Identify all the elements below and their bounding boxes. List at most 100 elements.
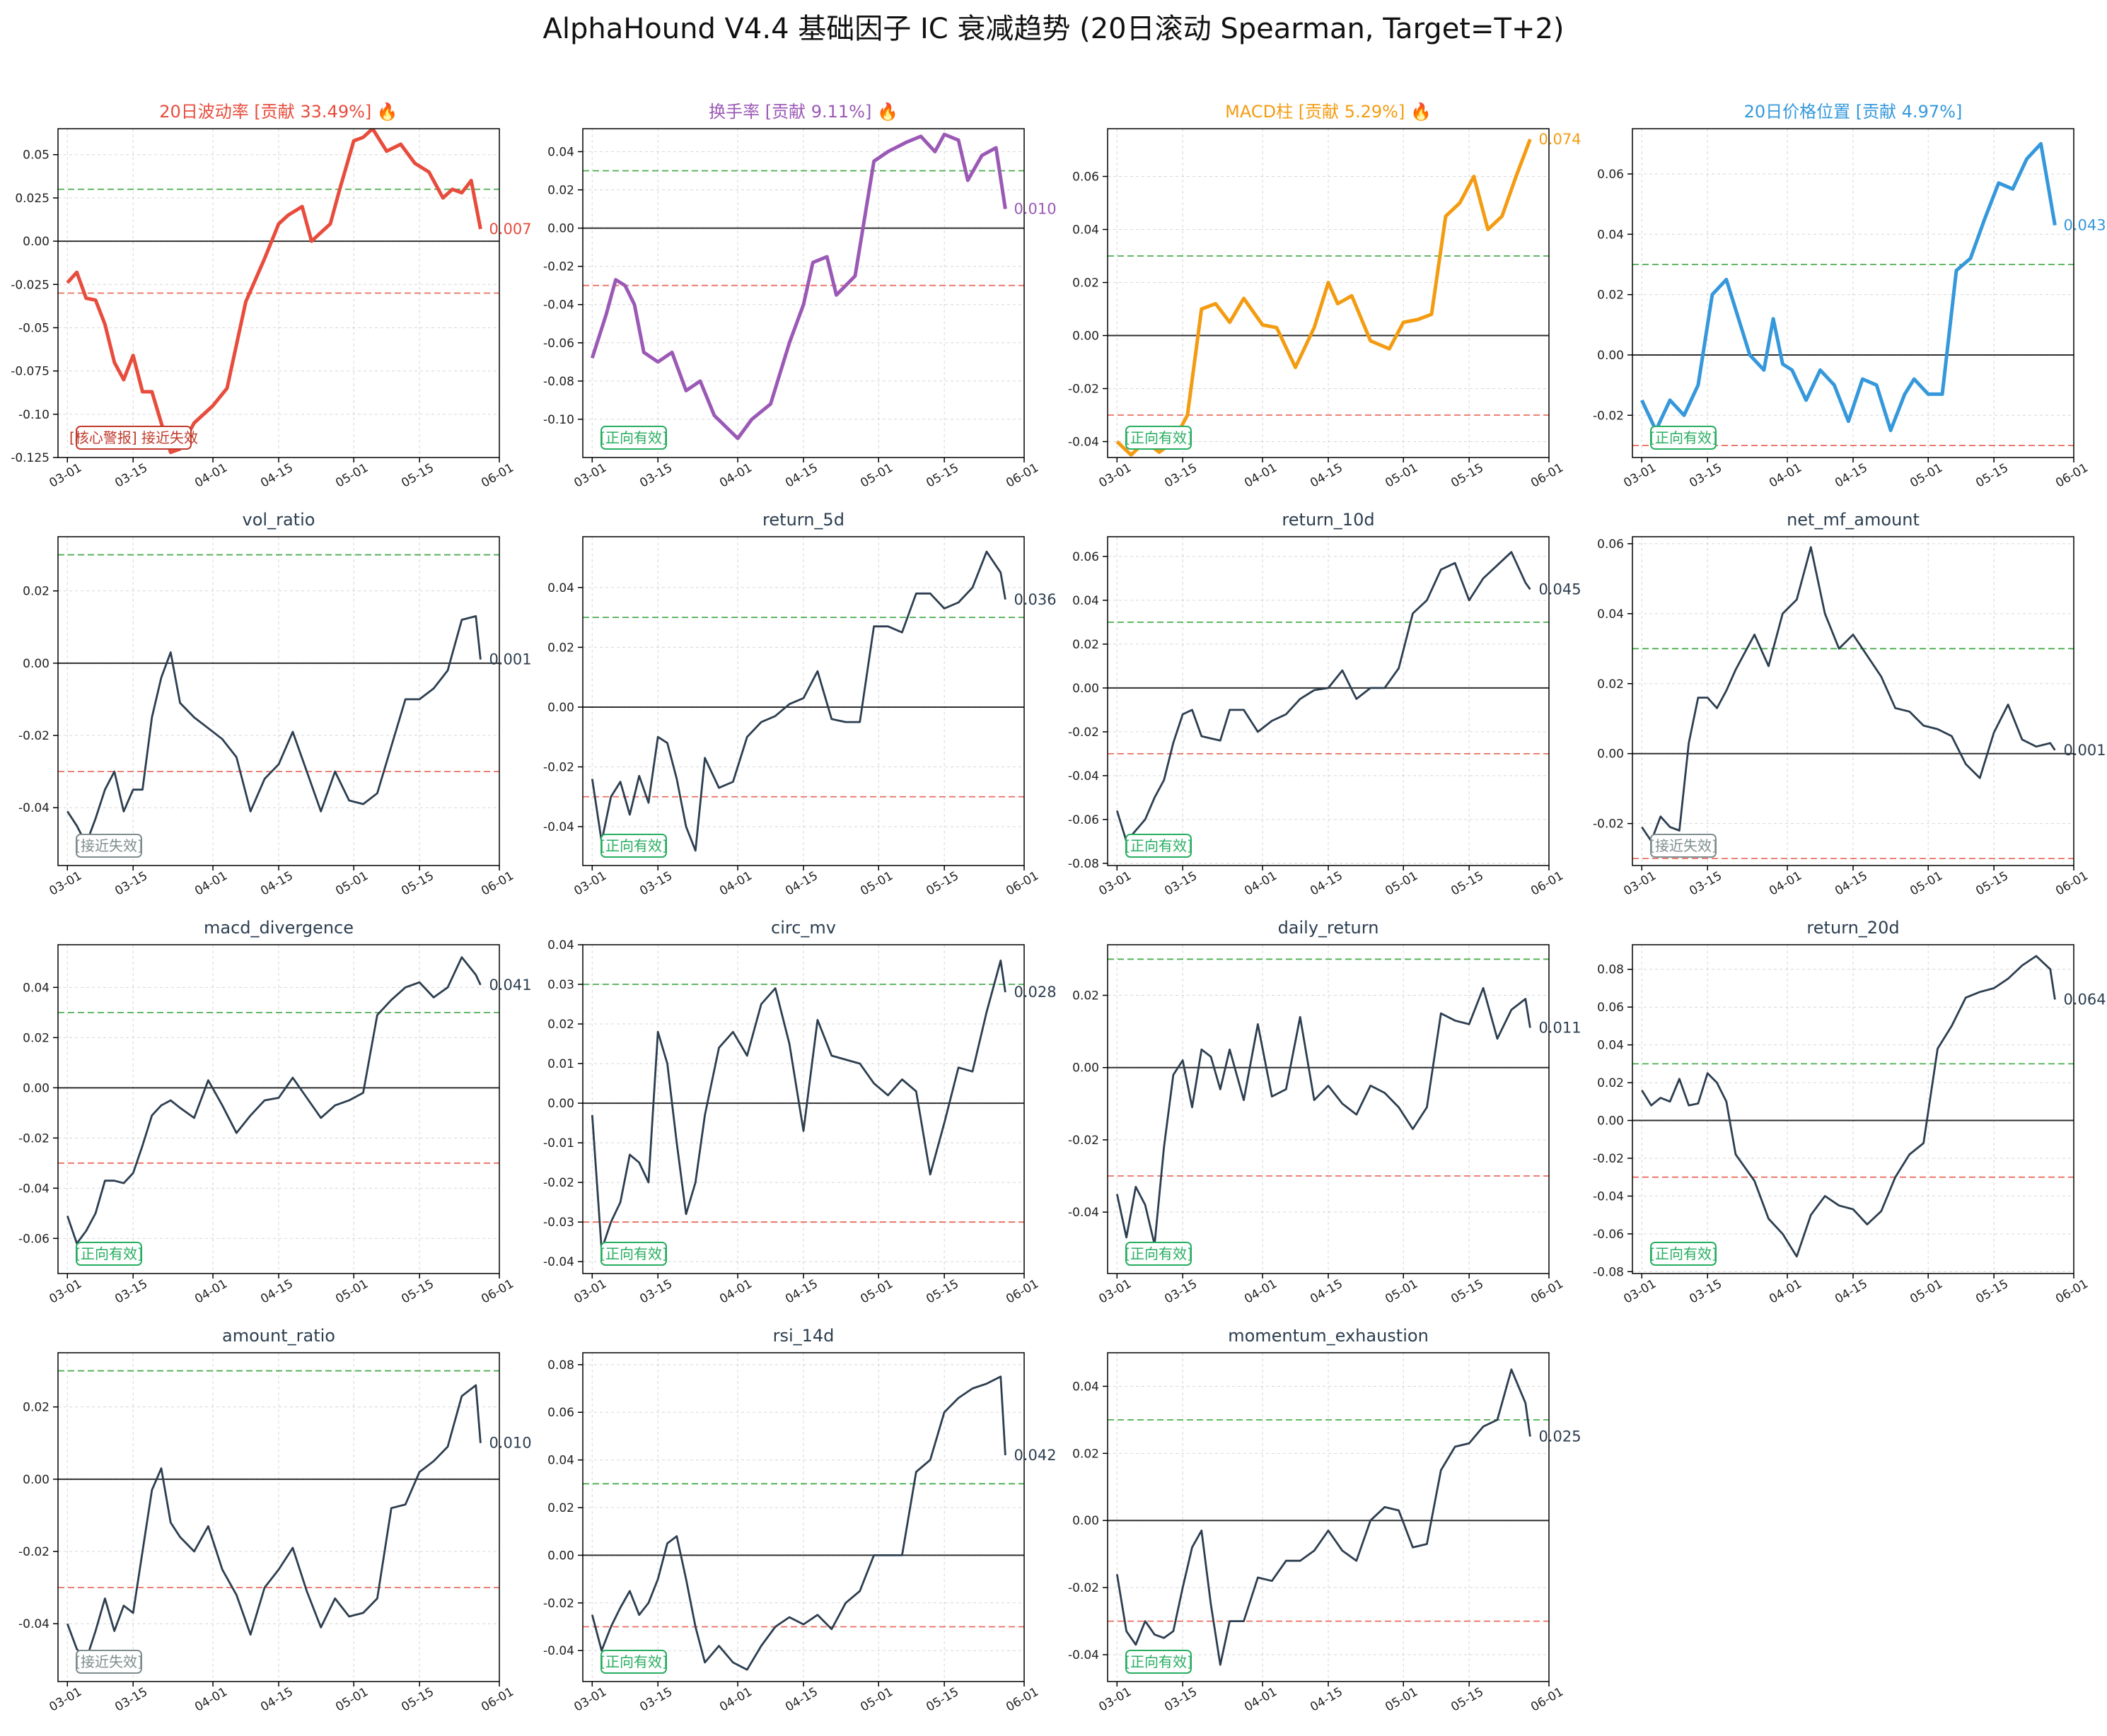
y-tick-label: 0.06	[1072, 550, 1099, 564]
grid	[583, 129, 1025, 458]
status-badge	[600, 1650, 667, 1674]
y-tick-label: 0.00	[23, 657, 50, 671]
grid	[1632, 537, 2074, 866]
factor-panel: -0.04 -0.02 0.00 0.02 03-01 03-15 04-01 04-15 05…	[18, 1326, 532, 1715]
factor-panel: -0.04 -0.03 -0.02 -0.01 0.00 0.01 0.02 0.03 0.04…	[543, 918, 1057, 1307]
status-badge-text: [接近失效]	[75, 1653, 143, 1670]
status-badge	[76, 1242, 142, 1266]
x-tick-label: 05-15	[924, 869, 961, 899]
y-tick-label: -0.04	[543, 298, 574, 313]
factor-panel: -0.06 -0.04 -0.02 0.00 0.02 0.04 03-01 03-15 04-…	[18, 918, 532, 1307]
x-tick-label: 06-01	[1528, 1277, 1566, 1307]
x-tick-label: 05-01	[1908, 461, 1945, 491]
y-tick-label: 0.00	[1072, 330, 1099, 344]
y-tick-label: -0.04	[18, 1182, 50, 1196]
x-tick-label: 03-15	[637, 1277, 675, 1307]
x-tick-label: 03-15	[112, 461, 150, 491]
y-tick-label: 0.02	[547, 1018, 574, 1032]
x-tick-label: 05-15	[1449, 461, 1486, 491]
y-tick-label: 0.02	[1072, 989, 1099, 1003]
x-tick-label: 03-01	[1621, 869, 1659, 899]
x-tick-label: 03-01	[1096, 869, 1134, 899]
status-badge-text: [正向有效]	[1125, 1653, 1192, 1670]
x-tick-label: 03-15	[1687, 1277, 1724, 1307]
x-tick-label: 06-01	[1004, 1277, 1041, 1307]
ic-series-line	[1641, 955, 2056, 1258]
status-badge	[1125, 426, 1192, 450]
y-tick-label: 0.02	[1597, 1076, 1624, 1090]
factor-panel: -0.04 -0.02 0.00 0.02 0.04 03-01 03-15 04-01 04-…	[543, 510, 1057, 899]
x-tick-label: 05-01	[333, 869, 371, 899]
grid	[1632, 945, 2074, 1274]
y-tick-label: -0.10	[18, 408, 50, 422]
panel-title: return_10d	[1282, 510, 1374, 530]
y-tick-label: 0.02	[547, 641, 574, 655]
grid	[1108, 129, 1550, 458]
end-value-label: 0.028	[1014, 984, 1056, 1001]
x-tick-label: 05-01	[1383, 461, 1420, 491]
x-tick-label: 03-15	[112, 869, 150, 899]
y-tick-label: 0.04	[547, 938, 574, 953]
x-tick-label: 04-15	[258, 461, 296, 491]
y-tick-label: -0.10	[543, 413, 574, 427]
x-tick-label: 06-01	[2053, 1277, 2091, 1307]
status-badge	[600, 426, 667, 450]
y-tick-label: 0.00	[1072, 682, 1099, 696]
x-tick-label: 05-15	[924, 1277, 961, 1307]
ic-series-line	[66, 129, 482, 455]
x-tick-label: 04-01	[192, 869, 230, 899]
status-badge	[1125, 1242, 1192, 1266]
y-tick-label: -0.06	[1593, 1228, 1624, 1242]
x-tick-label: 06-01	[479, 1277, 516, 1307]
ic-series-line	[66, 1384, 482, 1661]
y-tick-label: -0.02	[1068, 726, 1099, 740]
x-tick-label: 06-01	[1004, 1685, 1041, 1715]
x-tick-label: 05-15	[924, 461, 961, 491]
x-tick-label: 04-15	[1308, 869, 1345, 899]
grid	[58, 945, 500, 1274]
y-tick-label: 0.00	[547, 1549, 574, 1563]
panel-title: 20日波动率 [贡献 33.49%] 🔥	[159, 102, 398, 122]
x-tick-label: 06-01	[479, 1685, 516, 1715]
x-tick-label: 03-15	[112, 1277, 150, 1307]
y-tick-label: -0.04	[543, 1255, 574, 1269]
x-tick-label: 04-15	[783, 869, 820, 899]
y-tick-label: -0.04	[1593, 1189, 1624, 1204]
x-tick-label: 03-01	[571, 1277, 609, 1307]
x-tick-label: 04-15	[1833, 461, 1870, 491]
x-tick-label: 06-01	[479, 461, 516, 491]
y-tick-label: 0.02	[23, 1401, 50, 1415]
x-tick-label: 06-01	[1528, 1685, 1566, 1715]
x-tick-label: 05-01	[1908, 869, 1945, 899]
x-tick-label: 05-15	[1973, 869, 2011, 899]
y-tick-label: 0.00	[23, 1473, 50, 1487]
y-tick-label: 0.04	[1072, 1380, 1099, 1394]
y-tick-label: -0.075	[11, 365, 50, 379]
grid	[1108, 537, 1550, 866]
y-tick-label: -0.125	[11, 451, 50, 465]
factor-panel: -0.125 -0.10 -0.075 -0.05 -0.025 0.00 0.025 0.0…	[11, 102, 531, 491]
x-tick-label: 05-15	[399, 1685, 436, 1715]
x-tick-label: 05-01	[1383, 1685, 1420, 1715]
x-tick-label: 03-15	[1687, 869, 1724, 899]
end-value-label: 0.042	[1014, 1447, 1056, 1464]
x-tick-label: 05-01	[1383, 1277, 1420, 1307]
factor-panel: -0.04 -0.02 0.00 0.02 03-01 03-15 04-01 04-15 05…	[1068, 918, 1581, 1307]
x-tick-label: 05-01	[858, 1685, 895, 1715]
x-tick-label: 03-01	[1621, 461, 1659, 491]
x-tick-label: 05-01	[858, 869, 895, 899]
y-tick-label: -0.06	[18, 1232, 50, 1246]
y-tick-label: -0.04	[543, 820, 574, 834]
panel-title: daily_return	[1278, 918, 1379, 938]
y-tick-label: -0.04	[1068, 1648, 1099, 1662]
y-tick-label: -0.06	[543, 337, 574, 351]
x-tick-label: 04-15	[258, 1277, 296, 1307]
end-value-label: 0.045	[1538, 581, 1581, 598]
y-tick-label: 0.00	[1072, 1514, 1099, 1528]
x-tick-label: 04-01	[717, 869, 755, 899]
status-badge	[1650, 834, 1717, 858]
x-tick-label: 04-15	[258, 1685, 296, 1715]
y-tick-label: -0.02	[1593, 409, 1624, 423]
y-tick-label: 0.00	[1597, 1114, 1624, 1129]
grid	[1108, 945, 1550, 1274]
